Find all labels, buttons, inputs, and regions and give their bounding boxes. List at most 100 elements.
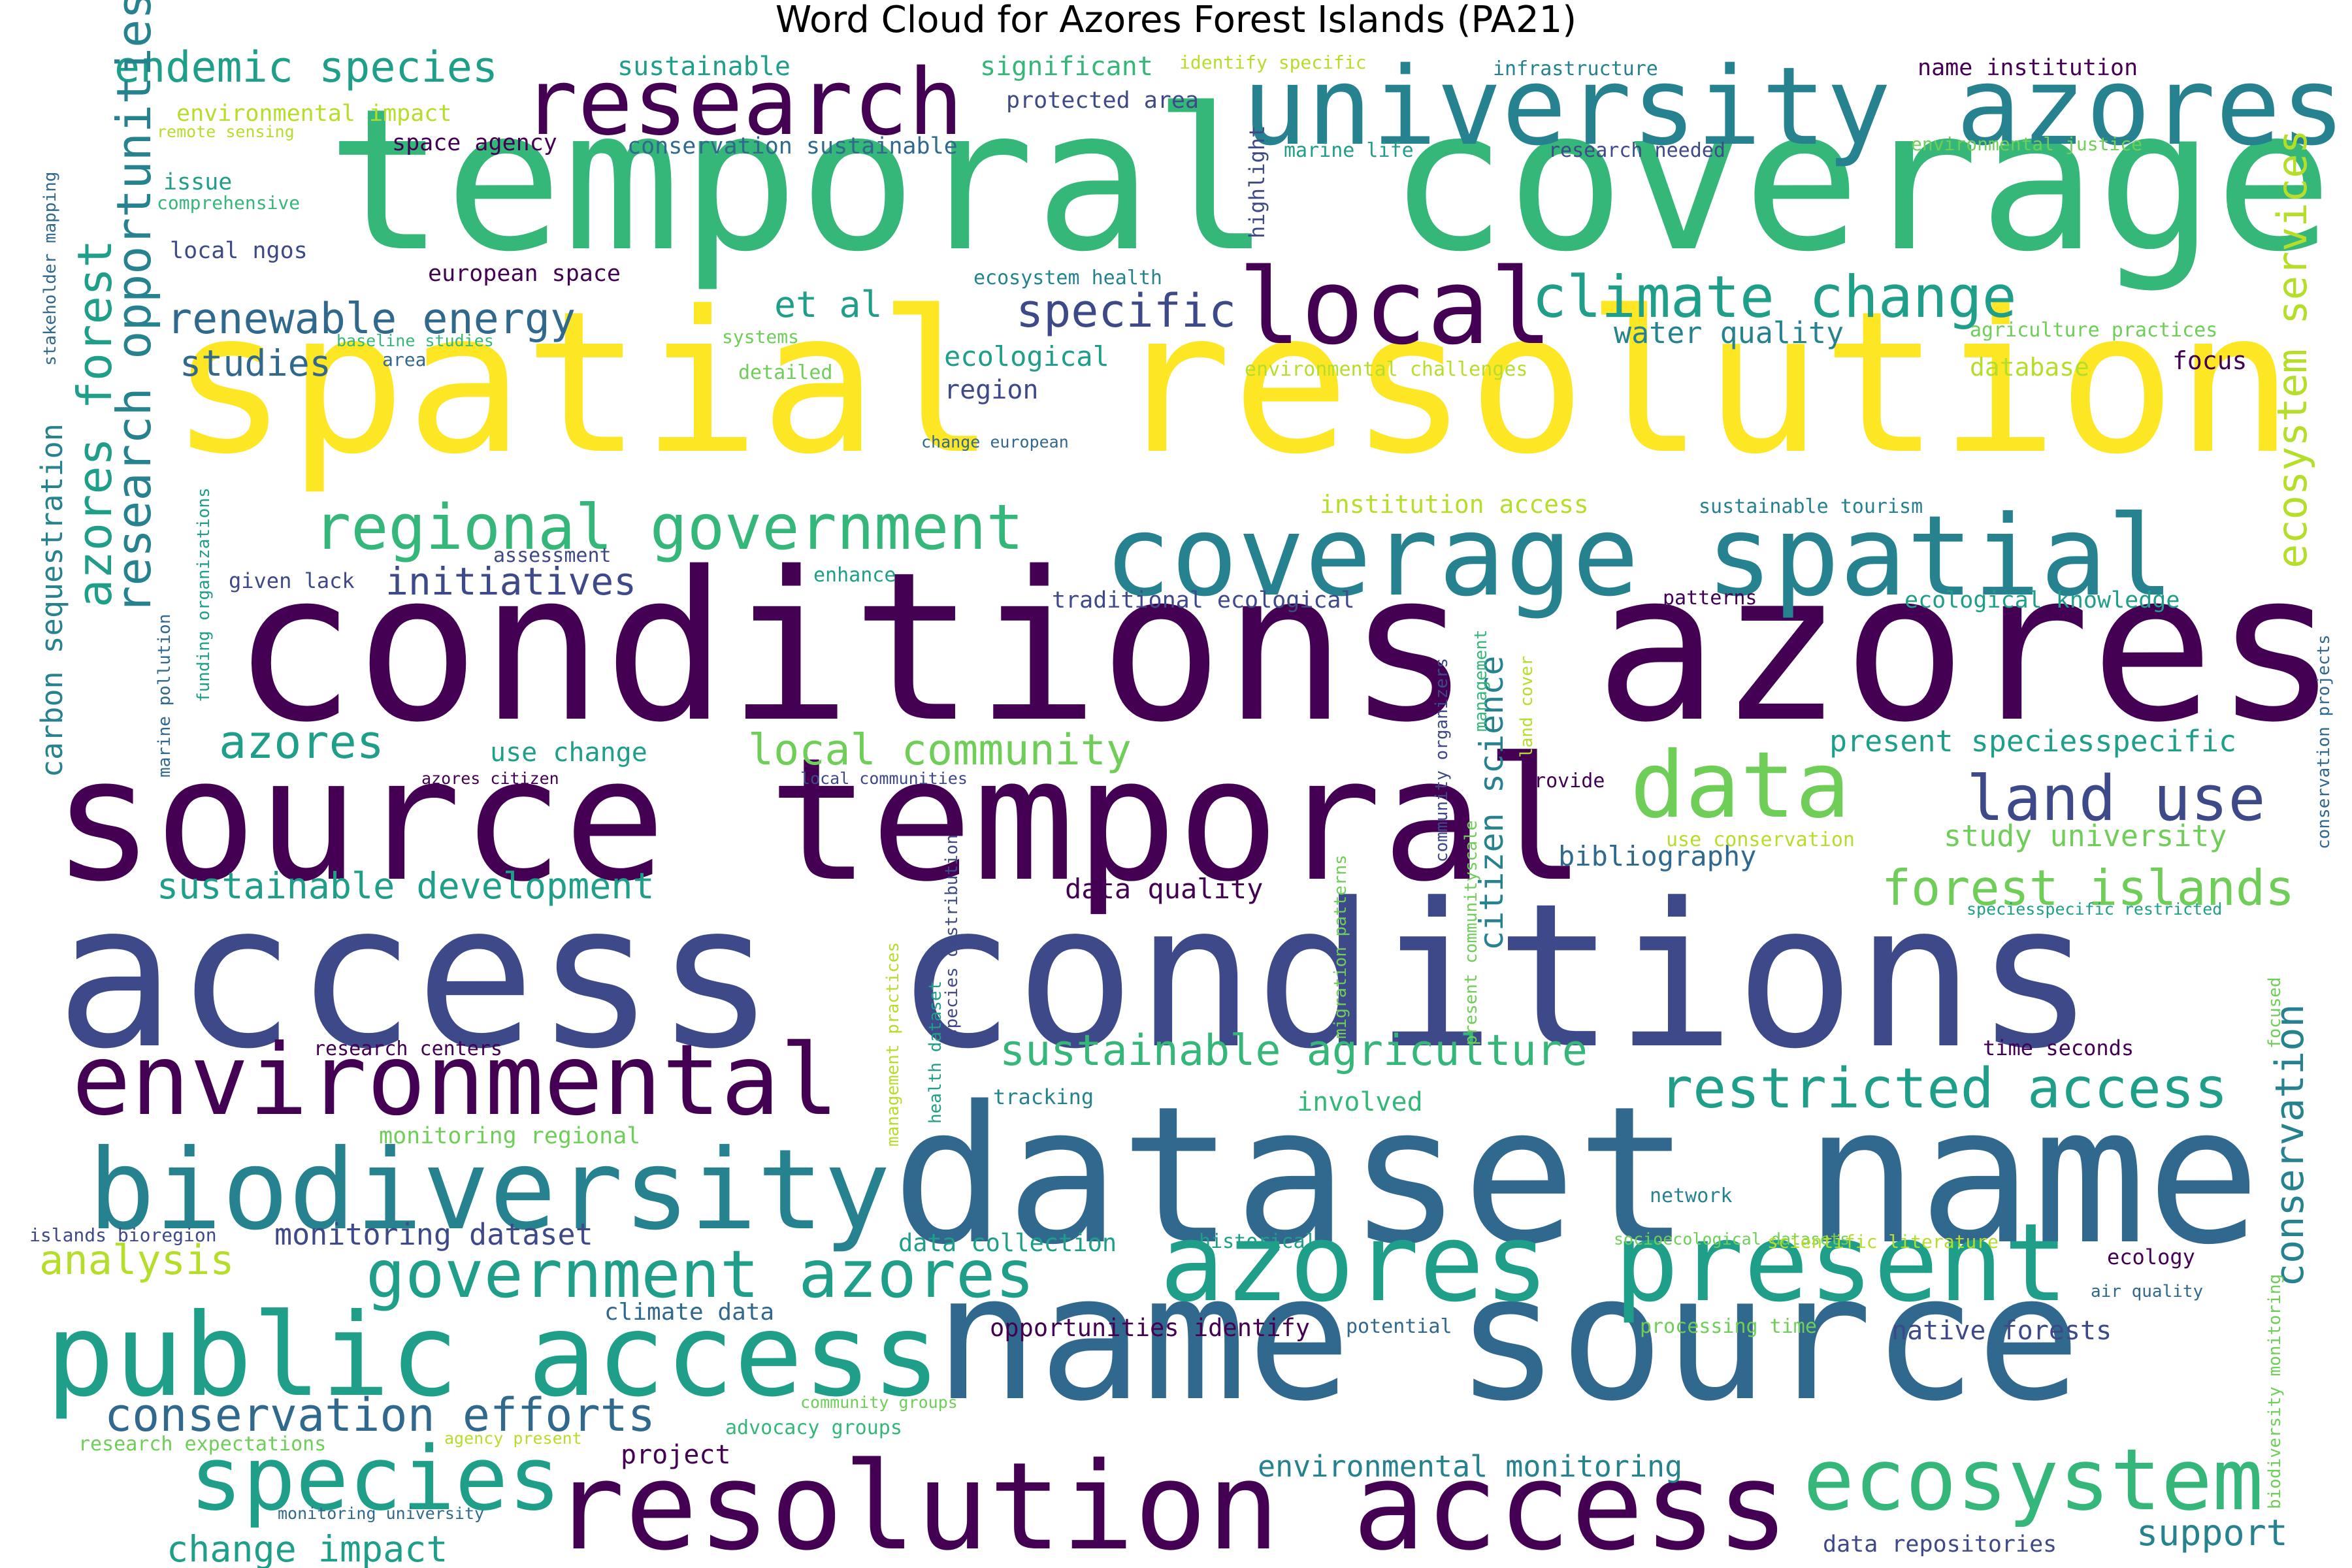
word-access-conditions: access conditions bbox=[56, 860, 2095, 1092]
word-highlight: highlight bbox=[1245, 125, 1269, 238]
word-focus: focus bbox=[2172, 346, 2247, 375]
word-water-quality: water quality bbox=[1614, 316, 1844, 350]
word-network: network bbox=[1650, 1184, 1732, 1207]
word-change-impact: change impact bbox=[167, 1528, 448, 1568]
word-monitoring-regional: monitoring regional bbox=[379, 1123, 640, 1149]
word-sustainable-development: sustainable development bbox=[157, 865, 655, 907]
word-cloud-title: Word Cloud for Azores Forest Islands (PA… bbox=[775, 0, 1577, 41]
word-species: species bbox=[189, 1428, 561, 1530]
word-socioecological-datasets: socioecological datasets bbox=[1614, 1230, 1850, 1249]
word-community-groups: community groups bbox=[800, 1393, 958, 1412]
word-restricted-access: restricted access bbox=[1659, 1056, 2228, 1121]
word-marine-life: marine life bbox=[1284, 139, 1414, 162]
word-processing-time: processing time bbox=[1640, 1315, 1817, 1338]
word-ecosystem-services: ecosystem services bbox=[2268, 129, 2316, 568]
word-scientific-literature: scientific literature bbox=[1767, 1231, 1999, 1252]
word-environmental-impact: environmental impact bbox=[176, 101, 451, 127]
word-species-distribution: species distribution bbox=[942, 834, 962, 1039]
word-university-azores: university azores bbox=[1242, 44, 2345, 169]
word-management: management bbox=[1471, 629, 1491, 732]
word-protected-area: protected area bbox=[1006, 88, 1199, 114]
word-infrastructure: infrastructure bbox=[1493, 57, 1658, 80]
word-research: research bbox=[523, 50, 963, 156]
word-traditional-ecological: traditional ecological bbox=[1052, 587, 1355, 613]
word-public-access: public access bbox=[46, 1290, 941, 1422]
word-significant: significant bbox=[980, 52, 1153, 82]
word-stakeholder-mapping: stakeholder mapping bbox=[41, 172, 60, 366]
word-project: project bbox=[621, 1440, 731, 1470]
word-research-needed: research needed bbox=[1548, 139, 1725, 162]
word-community-organizers: community organizers bbox=[1432, 658, 1452, 862]
word-use-change: use change bbox=[490, 738, 647, 768]
word-present-communityscale: present communityscale bbox=[1462, 821, 1481, 1045]
word-ecosystem: ecosystem bbox=[1803, 1430, 2263, 1529]
word-ecological: ecological bbox=[944, 340, 1109, 372]
word-ecosystem-health: ecosystem health bbox=[973, 267, 1162, 289]
word-funding-organizations: funding organizations bbox=[194, 487, 214, 702]
word-time-seconds: time seconds bbox=[1983, 1036, 2134, 1060]
word-data-collection: data collection bbox=[898, 1229, 1117, 1257]
word-health-dataset: health dataset bbox=[926, 981, 945, 1124]
word-initiatives: initiatives bbox=[385, 559, 636, 604]
word-marine-pollution: marine pollution bbox=[155, 614, 174, 777]
word-native-forests: native forests bbox=[1891, 1316, 2112, 1346]
word-area: area bbox=[382, 349, 426, 370]
word-carbon-sequestration: carbon sequestration bbox=[35, 423, 69, 777]
word-potential: potential bbox=[1346, 1315, 1452, 1338]
word-space-agency: space agency bbox=[392, 130, 557, 156]
word-opportunities-identify: opportunities identify bbox=[990, 1314, 1310, 1342]
word-use-conservation: use conservation bbox=[1666, 828, 1855, 851]
word-remote-sensing: remote sensing bbox=[157, 122, 295, 141]
word-given-lack: given lack bbox=[229, 568, 355, 593]
word-institution-access: institution access bbox=[1320, 490, 1589, 519]
word-spatial-resolution: spatial resolution bbox=[170, 269, 2294, 497]
word-forest-islands: forest islands bbox=[1882, 859, 2295, 917]
word-azores: azores bbox=[219, 715, 384, 769]
word-monitoring-dataset: monitoring dataset bbox=[274, 1217, 593, 1252]
word-climate-change: climate change bbox=[1532, 263, 2017, 331]
word-government-azores: government azores bbox=[366, 1236, 1035, 1313]
word-environmental-monitoring: environmental monitoring bbox=[1258, 1449, 1682, 1484]
word-region: region bbox=[944, 375, 1039, 405]
word-specific: specific bbox=[1016, 284, 1236, 338]
word-local-community: local community bbox=[748, 726, 1132, 775]
word-advocacy-groups: advocacy groups bbox=[725, 1416, 902, 1439]
word-study-university: study university bbox=[1944, 819, 2227, 853]
word-data: data bbox=[1630, 732, 1850, 839]
word-renewable-energy: renewable energy bbox=[167, 295, 576, 344]
word-conservation-efforts: conservation efforts bbox=[105, 1388, 655, 1442]
word-environmental: environmental bbox=[72, 1024, 839, 1137]
word-environmental-justice: environmental justice bbox=[1911, 133, 2142, 155]
word-agency-present: agency present bbox=[444, 1429, 582, 1448]
word-conservation: conservation bbox=[2267, 1004, 2313, 1287]
word-et-al: et al bbox=[774, 284, 883, 325]
word-issue: issue bbox=[163, 169, 232, 195]
word-baseline-studies: baseline studies bbox=[336, 331, 494, 350]
word-analysis: analysis bbox=[39, 1236, 235, 1284]
word-enhance: enhance bbox=[813, 564, 896, 587]
word-european-space: european space bbox=[428, 261, 621, 287]
word-azores-citizen: azores citizen bbox=[421, 769, 559, 788]
word-land-use: land use bbox=[1967, 763, 2266, 835]
word-local-communities: local communities bbox=[800, 769, 968, 788]
word-detailed: detailed bbox=[738, 361, 833, 384]
word-data-quality: data quality bbox=[1065, 873, 1263, 905]
word-citizen-science: citizen science bbox=[1473, 655, 1511, 951]
word-dataset-name: dataset name bbox=[892, 1066, 2261, 1286]
word-conditions-azores: conditions azores bbox=[232, 529, 2338, 768]
word-monitoring-university: monitoring university bbox=[278, 1504, 484, 1523]
word-coverage-spatial: coverage spatial bbox=[1104, 492, 2174, 621]
word-support: support bbox=[2136, 1512, 2288, 1554]
word-speciesspecific-restricted: speciesspecific restricted bbox=[1967, 900, 2222, 919]
word-air-quality: air quality bbox=[2091, 1282, 2203, 1301]
word-present-speciesspecific: present speciesspecific bbox=[1829, 724, 2236, 759]
word-tracking: tracking bbox=[993, 1085, 1094, 1109]
word-name-source: name source bbox=[934, 1238, 2081, 1439]
word-local: local bbox=[1238, 246, 1553, 368]
word-climate-data: climate data bbox=[604, 1299, 774, 1326]
word-sustainable-tourism: sustainable tourism bbox=[1699, 495, 1923, 518]
word-sustainable: sustainable bbox=[617, 52, 791, 82]
word-database: database bbox=[1970, 353, 2089, 382]
word-involved: involved bbox=[1297, 1087, 1423, 1117]
